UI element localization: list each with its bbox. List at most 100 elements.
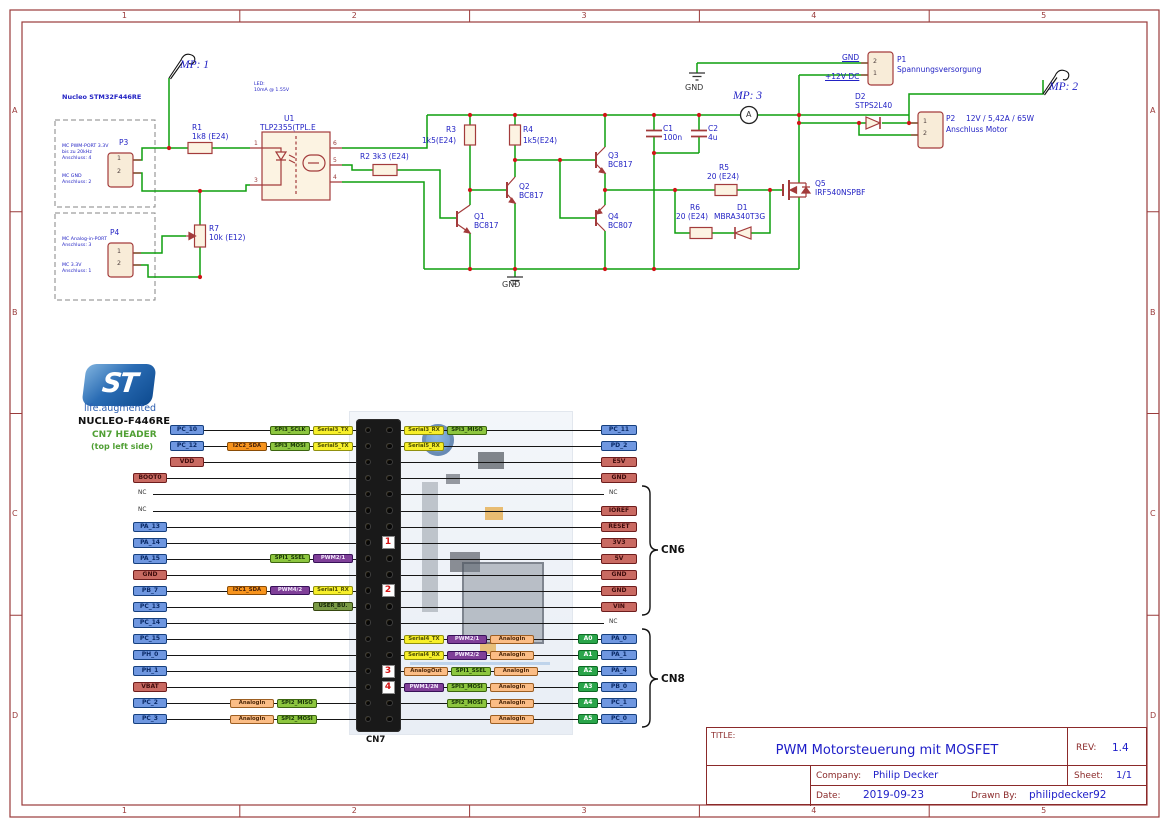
p4-pin: 1 xyxy=(117,248,122,255)
pin-nc-label: NC xyxy=(138,490,147,496)
pin-function-label: SPI3_MOSI xyxy=(270,441,310,451)
frame-row-label: D xyxy=(1150,711,1157,721)
u1-pin: 6 xyxy=(333,140,337,147)
q4-value: BC807 xyxy=(608,221,633,230)
pin-function-label: Serial3_TX xyxy=(313,425,353,435)
pin-function-label: PWM2/1 xyxy=(313,554,353,563)
c1-ref: C1 xyxy=(663,124,674,133)
pin-wire xyxy=(401,478,601,479)
r6-ref: R6 xyxy=(690,203,700,212)
pin-function-label: AnalogOut xyxy=(404,666,448,676)
pin-function-label: Serial3_RX xyxy=(404,425,444,435)
p3-note: MC PWM-PORT 3.3V xyxy=(62,144,109,149)
connector-pin xyxy=(364,507,372,514)
connector-pin xyxy=(364,539,372,546)
pin-function-label: Serial4_TX xyxy=(404,634,444,644)
rev-label: REV: xyxy=(1076,743,1097,753)
nucleo-dashed-boxes xyxy=(54,119,156,301)
pin-function-label: SPI2_MOSI xyxy=(447,698,487,708)
p3-ref: P3 xyxy=(119,138,129,147)
pin-label-left: BOOT0 xyxy=(133,473,167,483)
pin-function-label: AnalogIn xyxy=(490,682,534,692)
pin-wire xyxy=(163,542,356,544)
cn7-label: CN7 xyxy=(366,735,386,745)
q1-ref: Q1 xyxy=(474,212,485,221)
connector-pin xyxy=(386,619,393,626)
connector-pin xyxy=(386,699,393,707)
sheet-frame xyxy=(9,9,1160,818)
connector-pin xyxy=(386,603,393,610)
connector-pin xyxy=(364,523,372,530)
board-chip xyxy=(478,452,504,469)
pin-label-right: 5V xyxy=(601,553,637,564)
p2-pin: 2 xyxy=(923,130,928,137)
pin-wire xyxy=(401,430,601,431)
pin-label-right: PA_1 xyxy=(601,650,637,660)
probe-mp1-icon xyxy=(168,53,196,80)
c1-value: 100n xyxy=(663,133,683,142)
pin-wire xyxy=(163,558,356,560)
connector-pin xyxy=(386,715,393,723)
connector-pin xyxy=(364,635,372,643)
c2-value: 4u xyxy=(708,133,718,142)
connector-pin xyxy=(364,474,372,482)
pin-function-label: SPI1_SSEL xyxy=(270,554,310,563)
frame-row-label: C xyxy=(1150,509,1156,519)
pin-label-right: 3V3 xyxy=(601,537,637,548)
probe-icons xyxy=(168,53,1070,96)
ammeter-circle xyxy=(739,105,759,125)
pin-wire xyxy=(163,478,356,479)
p1-pin: 2 xyxy=(873,58,878,65)
pin-wire xyxy=(401,606,601,608)
u1-pin: 4 xyxy=(333,174,337,181)
led-note: LED: xyxy=(254,82,265,87)
q2-value: BC817 xyxy=(519,191,544,200)
pin-label-left: PH_0 xyxy=(133,650,167,660)
connector-pin xyxy=(364,587,372,594)
connector-pin xyxy=(386,635,393,643)
measure-marker: 3 xyxy=(381,664,395,678)
company-cell: Company: Philip Decker xyxy=(811,766,1068,786)
frame-row-label: B xyxy=(12,307,18,317)
connector-pin xyxy=(364,490,372,498)
p4-note: Anschluss: 1 xyxy=(62,269,92,274)
board-chip xyxy=(446,474,460,484)
q3-value: BC817 xyxy=(608,160,633,169)
symbols xyxy=(107,51,944,278)
q4-ref: Q4 xyxy=(608,212,619,221)
junction-dots xyxy=(166,112,912,280)
cn7-connector xyxy=(356,419,401,732)
r4-value: 1k5(E24) xyxy=(523,136,558,145)
drawn-by-value: philipdecker92 xyxy=(1029,789,1107,801)
frame-col-label: 5 xyxy=(1041,806,1047,815)
connector-pin xyxy=(386,490,393,498)
pin-function-label: SPI1_SSEL xyxy=(451,666,491,676)
pin-wire xyxy=(401,462,601,463)
connector-pin xyxy=(364,715,372,723)
pin-function-label: USER_BU. xyxy=(313,602,353,611)
frame-row-label: C xyxy=(12,509,18,519)
pin-wire xyxy=(163,622,356,624)
r7-ref: R7 xyxy=(209,224,219,233)
pin-function-label: AnalogIn xyxy=(230,698,274,708)
d2-value: STPS2L40 xyxy=(855,101,893,110)
p3-note: Anschluss: 4 xyxy=(62,156,92,161)
pin-label-right: PC_0 xyxy=(601,714,637,724)
d1-ref: D1 xyxy=(737,203,748,212)
cn8-bracket xyxy=(641,628,659,728)
pin-function-label: Serial1_RX xyxy=(313,586,353,595)
pin-label-right: IOREF xyxy=(601,505,637,516)
board-trace xyxy=(410,662,550,665)
pin-wire xyxy=(401,622,604,624)
pin-label-left: PC_12 xyxy=(170,441,204,451)
pin-nc-label: NC xyxy=(609,618,618,625)
r3-value: 1k5(E24) xyxy=(422,136,457,145)
probe-mp2-label: MP: 2 xyxy=(1049,81,1079,93)
connector-pin xyxy=(364,651,372,659)
p1-pin: 1 xyxy=(873,70,878,77)
connector-pin xyxy=(364,603,372,610)
pin-label-right: GND xyxy=(601,473,637,483)
p4-note: MC Analog-in-PORT xyxy=(62,237,107,242)
connector-pin xyxy=(364,683,372,691)
pin-label-left: PC_3 xyxy=(133,714,167,724)
